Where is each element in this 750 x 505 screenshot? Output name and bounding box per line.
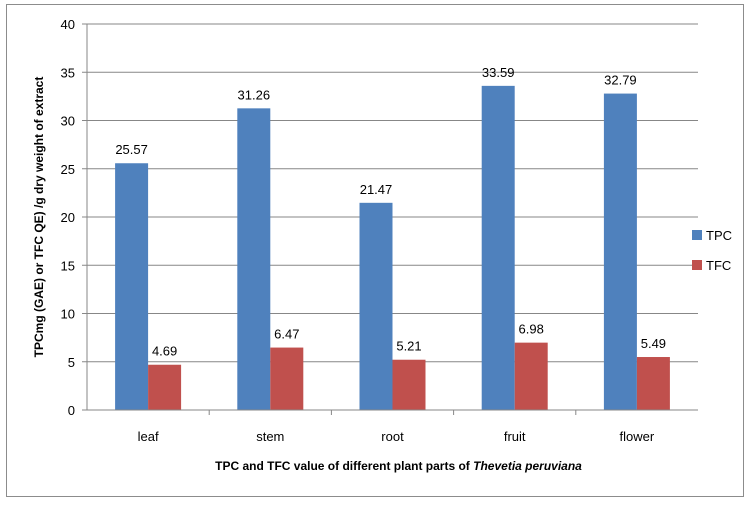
axes: 0 5 10 15 20 25 30 35 40 leaf stem root fruit flower [61, 17, 698, 444]
y-axis-title: TPCmg (GAE) or TFC QE) /g dry weight of … [32, 77, 46, 358]
x-tick-label: leaf [138, 429, 159, 444]
bar-tpc-leaf [115, 163, 149, 410]
gridlines [87, 23, 698, 363]
y-tick-label: 25 [61, 162, 75, 177]
legend: TPC TFC [692, 228, 732, 273]
x-axis-title-main: TPC and TFC value of different plant par… [215, 459, 473, 473]
y-tick-label: 10 [61, 307, 75, 322]
data-label-tpc-root: 21.47 [360, 182, 393, 197]
bar-tfc-fruit [514, 342, 548, 410]
x-axis-title: TPC and TFC value of different plant par… [215, 459, 582, 473]
y-tick-label: 5 [68, 355, 75, 370]
x-tick-label: root [381, 429, 404, 444]
legend-swatch-tpc [692, 230, 702, 240]
x-tick-label: flower [620, 429, 655, 444]
y-tick-label: 35 [61, 65, 75, 80]
data-label-tpc-flower: 32.79 [604, 73, 637, 88]
bar-tpc-root [359, 202, 393, 410]
x-tick-label: fruit [504, 429, 526, 444]
data-labels: 25.57 4.69 31.26 6.47 21.47 5.21 33.59 6.98 32.7… [115, 65, 666, 359]
data-label-tfc-fruit: 6.98 [519, 322, 544, 337]
legend-swatch-tfc [692, 260, 702, 270]
data-label-tfc-leaf: 4.69 [152, 344, 177, 359]
bar-tpc-stem [237, 108, 271, 410]
data-label-tpc-stem: 31.26 [238, 87, 271, 102]
data-label-tfc-flower: 5.49 [641, 336, 666, 351]
legend-label-tfc: TFC [706, 258, 731, 273]
x-tick-label: stem [256, 429, 284, 444]
bar-tfc-leaf [148, 364, 182, 410]
bar-tfc-root [392, 359, 426, 410]
x-axis-title-species: Thevetia peruviana [473, 459, 582, 473]
y-tick-label: 20 [61, 210, 75, 225]
data-label-tfc-stem: 6.47 [274, 327, 299, 342]
bar-tfc-stem [270, 347, 304, 410]
data-label-tpc-fruit: 33.59 [482, 65, 515, 80]
y-tick-label: 15 [61, 258, 75, 273]
data-label-tpc-leaf: 25.57 [115, 142, 148, 157]
bar-tfc-flower [636, 357, 670, 410]
y-tick-label: 40 [61, 17, 75, 32]
y-tick-label: 0 [68, 403, 75, 418]
bar-tpc-flower [603, 93, 637, 410]
y-tick-label: 30 [61, 114, 75, 129]
bar-tpc-fruit [481, 85, 515, 410]
bars [115, 85, 670, 410]
data-label-tfc-root: 5.21 [396, 339, 421, 354]
legend-label-tpc: TPC [706, 228, 732, 243]
